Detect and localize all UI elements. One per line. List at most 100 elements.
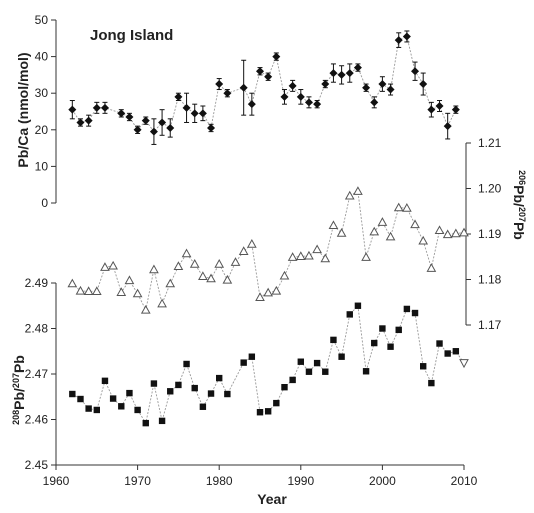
pbca-point: [133, 125, 142, 134]
pbca-point: [166, 123, 175, 132]
isotope-superscript: 207: [517, 207, 527, 222]
ratio208-point: [297, 358, 304, 365]
pbca-point: [207, 123, 216, 132]
ratio206-point: [385, 231, 396, 241]
ratio208-point: [207, 390, 215, 397]
pbca-point: [288, 81, 297, 90]
pbca-point: [158, 118, 167, 127]
pbca-point: [321, 80, 330, 89]
ratio208-y-tick-label: 2.48: [25, 322, 49, 336]
ratio206-point: [222, 274, 233, 284]
pbca-point: [280, 92, 289, 101]
ratio206-point: [140, 304, 151, 314]
ratio208-point: [273, 399, 280, 407]
ratio206-point: [189, 259, 200, 268]
pbca-point: [190, 109, 199, 118]
ratio208-point: [395, 326, 402, 334]
ratio206-point: [434, 225, 445, 235]
ratio206-point: [100, 262, 110, 271]
pbca-y-tick-label: 50: [35, 13, 49, 27]
ratio206-point: [361, 252, 371, 261]
ratio208-point: [289, 376, 296, 384]
pbca-y-tick-label: 40: [35, 50, 49, 64]
ratio206-point: [312, 244, 322, 254]
ratio206-point: [255, 292, 265, 301]
pbca-point: [427, 105, 436, 114]
ratio208-point: [264, 408, 272, 415]
ratio208-point: [142, 419, 149, 427]
pbca-point: [223, 89, 232, 98]
ratio206-point: [116, 287, 127, 296]
ratio208-point: [216, 374, 223, 382]
isotope-symbol: Pb: [511, 222, 527, 240]
ratio208-point: [338, 353, 345, 360]
pbca-point: [345, 69, 354, 78]
ratio208-point: [109, 395, 117, 402]
ratio206-point: [344, 190, 355, 200]
ratio206-y-tick-label: 1.17: [478, 318, 502, 332]
pbca-point: [386, 85, 395, 94]
ratio208-point: [134, 406, 141, 414]
ratio206-point: [442, 229, 453, 239]
ratio208-point: [240, 359, 247, 366]
pbca-point: [215, 80, 224, 89]
ratio206-point: [336, 228, 347, 237]
ratio208-point: [371, 339, 378, 347]
pbca-point: [117, 109, 126, 118]
ratio206-point: [91, 286, 102, 296]
pbca-y-tick-label: 20: [35, 123, 49, 137]
ratio206-axis-title: 206Pb/207Pb: [511, 170, 527, 240]
ratio208-point: [330, 336, 337, 344]
ratio208-point: [191, 384, 198, 392]
x-tick-label: 1960: [43, 474, 70, 488]
ratio208-point: [444, 350, 451, 357]
ratio208-point: [346, 311, 353, 318]
ratio208-point: [85, 405, 92, 412]
x-tick-label: 2010: [451, 474, 478, 488]
ratio206-point: [165, 278, 176, 288]
ratio208-point: [101, 377, 109, 385]
ratio206-point: [230, 257, 241, 266]
ratio208-point: [150, 380, 158, 387]
ratio206-point: [295, 251, 306, 260]
ratio206-point: [369, 226, 380, 236]
pbca-point: [92, 103, 101, 112]
x-tick-label: 1980: [206, 474, 233, 488]
ratio206-point: [271, 285, 282, 295]
isotope-superscript: 208: [11, 410, 21, 425]
ratio208-point: [281, 383, 288, 391]
isotope-symbol: Pb: [11, 355, 27, 373]
x-tick-label: 2000: [369, 474, 396, 488]
ratio208-point: [248, 353, 256, 360]
pbca-point: [149, 127, 158, 136]
ratio206-point: [450, 228, 461, 238]
ratio208-y-tick-label: 2.47: [25, 367, 49, 381]
pbca-point: [443, 122, 452, 131]
isotope-superscript: 207: [11, 373, 21, 388]
pbca-point: [296, 92, 305, 101]
ratio208-y-tick-label: 2.46: [25, 413, 49, 427]
ratio206-point: [198, 271, 208, 281]
ratio206-point: [157, 298, 167, 308]
pbca-point: [198, 109, 207, 118]
pbca-point: [247, 100, 256, 109]
ratio206-point: [149, 264, 159, 274]
pbca-y-tick-label: 30: [35, 86, 49, 100]
ratio208-connector-line: [72, 304, 465, 425]
x-tick-label: 1970: [124, 474, 151, 488]
ratio206-point: [108, 260, 118, 270]
ratio206-point: [320, 253, 331, 263]
pbca-connector-line: [71, 35, 457, 133]
ratio208-point: [93, 406, 100, 414]
ratio208-point: [403, 305, 411, 313]
ratio208-point: [175, 381, 182, 389]
pbca-point: [329, 69, 338, 78]
ratio208-point: [305, 368, 313, 375]
ratio208-point: [387, 343, 394, 350]
ratio208-point: [354, 302, 362, 309]
ratio208-y-tick-label: 2.45: [25, 458, 49, 472]
ratio206-point: [410, 219, 420, 229]
ratio206-point: [238, 246, 249, 255]
ratio208-point: [379, 325, 386, 332]
